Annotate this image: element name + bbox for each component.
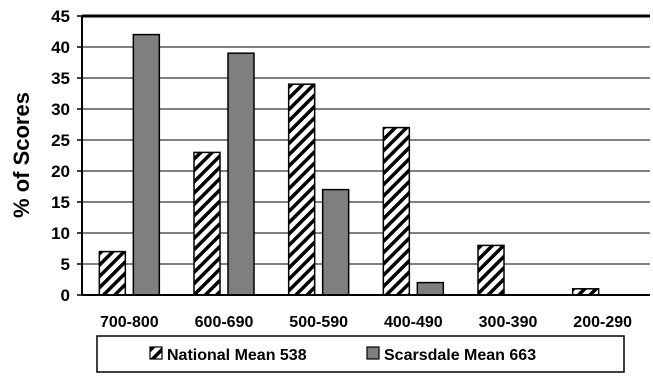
y-tick-label: 0 [61, 286, 70, 305]
y-tick-label: 45 [51, 7, 70, 26]
axes [81, 14, 650, 296]
legend-label: Scarsdale Mean 663 [384, 347, 536, 364]
y-tick-label: 10 [51, 224, 70, 243]
bar-national [287, 83, 316, 296]
y-tick-label: 25 [51, 131, 70, 150]
bar-national [477, 244, 505, 296]
y-tick-label: 20 [51, 162, 70, 181]
legend: National Mean 538 Scarsdale Mean 663 [96, 335, 625, 373]
x-category-labels: 700-800 600-690 500-590 400-490 300-390 200-2… [100, 314, 632, 331]
x-category-label: 700-800 [100, 314, 159, 331]
x-category-label: 400-490 [384, 314, 443, 331]
bar-national [382, 126, 411, 296]
y-tick-label: 30 [51, 100, 70, 119]
bar-scarsdale [321, 188, 350, 296]
bars-group [98, 33, 634, 296]
y-tick-labels: 0 5 10 15 20 25 30 35 40 45 [51, 7, 82, 305]
bar-national [98, 250, 127, 296]
bar-national [193, 151, 221, 296]
y-tick-label: 15 [51, 193, 70, 212]
x-category-label: 200-290 [573, 314, 632, 331]
y-axis-label: % of Scores [9, 92, 34, 218]
x-category-label: 500-590 [289, 314, 348, 331]
y-tick-label: 35 [51, 69, 70, 88]
legend-swatch [366, 346, 380, 360]
bar-scarsdale [416, 281, 445, 296]
y-tick-label: 5 [61, 255, 70, 274]
legend-swatch [149, 346, 163, 360]
x-category-label: 600-690 [195, 314, 254, 331]
x-category-label: 300-390 [479, 314, 538, 331]
legend-box [96, 335, 625, 373]
bar-scarsdale [132, 33, 161, 296]
y-tick-label: 40 [51, 38, 70, 57]
gridlines [82, 15, 650, 265]
bar-scarsdale [227, 52, 255, 296]
legend-label: National Mean 538 [167, 347, 307, 364]
